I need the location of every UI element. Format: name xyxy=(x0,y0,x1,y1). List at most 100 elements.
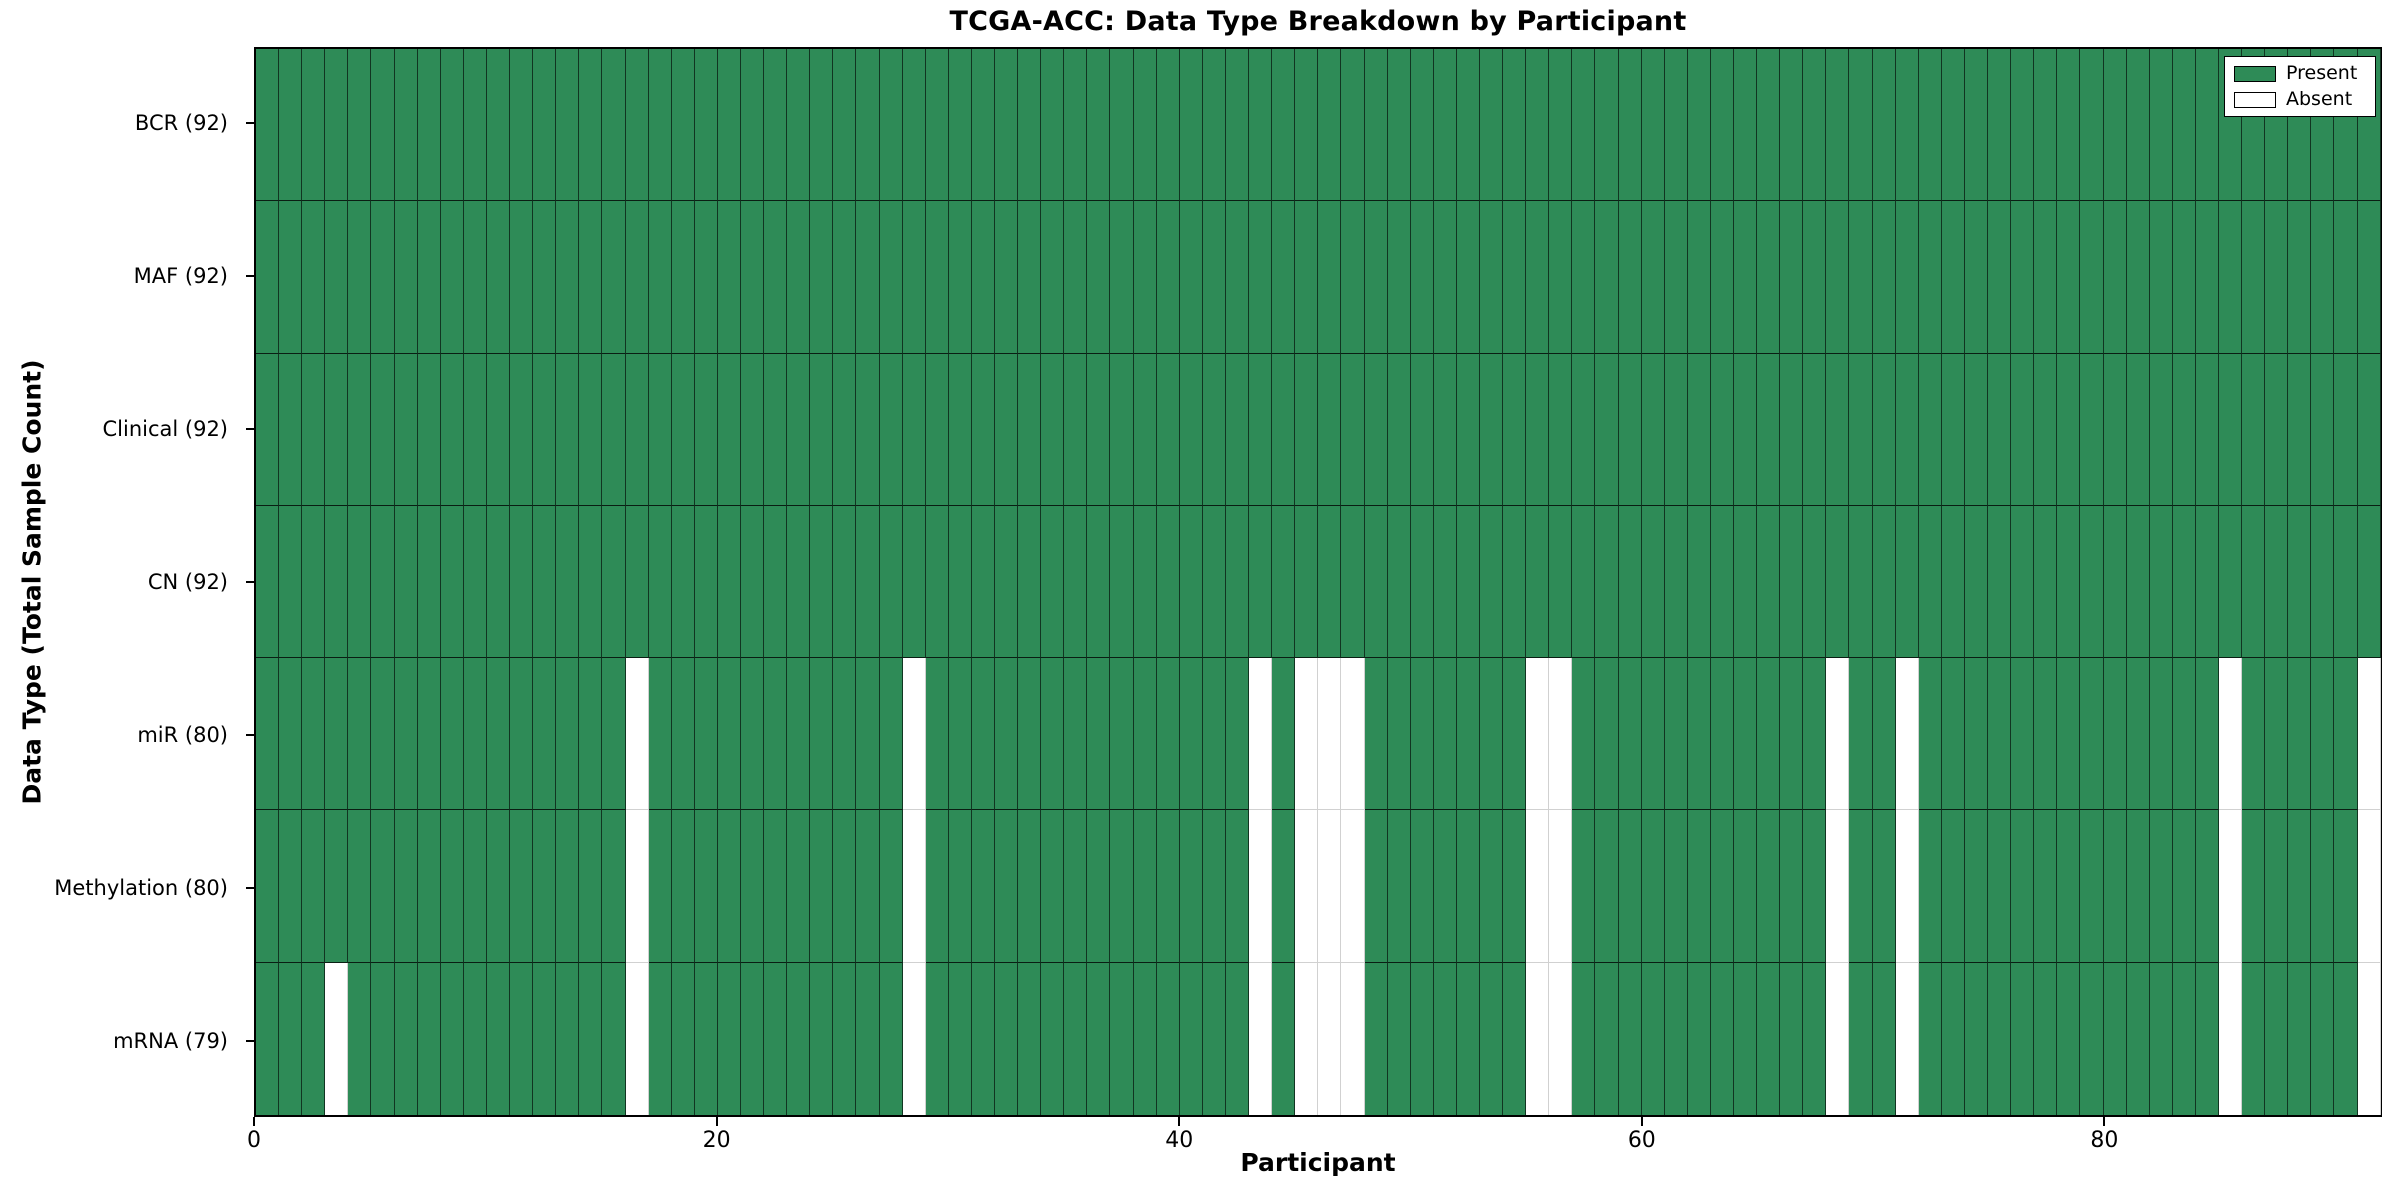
cell-mir-p86 xyxy=(2242,658,2266,811)
cell-cn-p61 xyxy=(1664,505,1688,659)
cell-clinical-p19 xyxy=(694,353,718,506)
cell-bcr-p80 xyxy=(2103,49,2127,202)
cell-mir-p56 xyxy=(1549,658,1573,811)
cell-mrna-p32 xyxy=(995,962,1019,1115)
ytick-label-methylation: Methylation (80) xyxy=(54,875,228,900)
ytick-mark-bcr xyxy=(246,122,254,125)
cell-mrna-p45 xyxy=(1295,962,1319,1115)
cell-bcr-p41 xyxy=(1202,49,1226,202)
cell-bcr-p55 xyxy=(1526,49,1550,202)
cell-maf-p1 xyxy=(279,201,303,354)
cell-bcr-p76 xyxy=(2011,49,2035,202)
cell-mir-p68 xyxy=(1826,658,1850,811)
cell-cn-p51 xyxy=(1433,505,1457,659)
cell-mir-p27 xyxy=(879,658,903,811)
cell-mrna-p55 xyxy=(1526,962,1550,1115)
cell-clinical-p76 xyxy=(2011,353,2035,506)
cell-mrna-p26 xyxy=(856,962,880,1115)
cell-mir-p73 xyxy=(1941,658,1965,811)
cell-bcr-p6 xyxy=(394,49,418,202)
cell-mrna-p85 xyxy=(2218,962,2243,1115)
cell-clinical-p90 xyxy=(2334,353,2358,506)
cell-bcr-p47 xyxy=(1341,49,1365,202)
cell-methylation-p2 xyxy=(302,810,326,963)
cell-bcr-p29 xyxy=(925,49,949,202)
cell-maf-p48 xyxy=(1364,201,1388,354)
cell-mir-p3 xyxy=(325,658,349,811)
cell-methylation-p72 xyxy=(1918,810,1942,963)
cell-cn-p72 xyxy=(1918,505,1942,659)
cell-methylation-p27 xyxy=(879,810,903,963)
cell-bcr-p46 xyxy=(1318,49,1342,202)
cell-cn-p83 xyxy=(2172,505,2196,659)
cell-methylation-p69 xyxy=(1849,810,1873,963)
cell-clinical-p33 xyxy=(1018,353,1042,506)
cell-clinical-p45 xyxy=(1295,353,1319,506)
cell-methylation-p13 xyxy=(556,810,580,963)
cell-maf-p15 xyxy=(602,201,626,354)
cell-clinical-p50 xyxy=(1410,353,1434,506)
xtick-label-0: 0 xyxy=(247,1128,261,1153)
cell-mrna-p84 xyxy=(2195,962,2219,1115)
cell-mir-p39 xyxy=(1156,658,1180,811)
cell-maf-p86 xyxy=(2242,201,2266,354)
cell-clinical-p5 xyxy=(371,353,395,506)
cell-mrna-p67 xyxy=(1803,962,1827,1115)
cell-cn-p88 xyxy=(2288,505,2312,659)
cell-cn-p77 xyxy=(2034,505,2058,659)
cell-mir-p82 xyxy=(2149,658,2173,811)
cell-mrna-p60 xyxy=(1641,962,1665,1115)
cell-cn-p27 xyxy=(879,505,903,659)
cell-bcr-p45 xyxy=(1295,49,1319,202)
cell-bcr-p66 xyxy=(1780,49,1804,202)
cell-cn-p91 xyxy=(2357,505,2381,659)
cell-maf-p62 xyxy=(1687,201,1711,354)
ytick-mark-clinical xyxy=(246,428,254,431)
cell-methylation-p75 xyxy=(1988,810,2012,963)
cell-maf-p56 xyxy=(1549,201,1573,354)
cell-methylation-p44 xyxy=(1272,810,1296,963)
cell-maf-p5 xyxy=(371,201,395,354)
cell-bcr-p77 xyxy=(2034,49,2058,202)
cell-clinical-p38 xyxy=(1133,353,1157,506)
cell-maf-p21 xyxy=(740,201,765,354)
cell-cn-p60 xyxy=(1641,505,1665,659)
cell-cn-p46 xyxy=(1318,505,1342,659)
cell-cn-p44 xyxy=(1272,505,1296,659)
cell-mir-p83 xyxy=(2172,658,2196,811)
cell-maf-p74 xyxy=(1964,201,1989,354)
cell-bcr-p54 xyxy=(1503,49,1527,202)
cell-mrna-p70 xyxy=(1872,962,1896,1115)
cell-clinical-p4 xyxy=(348,353,372,506)
cell-mir-p8 xyxy=(440,658,464,811)
cell-mrna-p38 xyxy=(1133,962,1157,1115)
cell-mir-p72 xyxy=(1918,658,1942,811)
cell-bcr-p72 xyxy=(1918,49,1942,202)
cell-maf-p7 xyxy=(417,201,441,354)
cell-methylation-p23 xyxy=(787,810,811,963)
cell-mrna-p65 xyxy=(1757,962,1781,1115)
cell-clinical-p13 xyxy=(556,353,580,506)
cell-methylation-p56 xyxy=(1549,810,1573,963)
cell-mrna-p30 xyxy=(948,962,972,1115)
cell-maf-p58 xyxy=(1595,201,1619,354)
cell-mir-p23 xyxy=(787,658,811,811)
cell-mrna-p57 xyxy=(1572,962,1596,1115)
cell-bcr-p7 xyxy=(417,49,441,202)
cell-mrna-p47 xyxy=(1341,962,1365,1115)
cell-clinical-p22 xyxy=(764,353,788,506)
cell-methylation-p8 xyxy=(440,810,464,963)
cell-mir-p28 xyxy=(902,658,926,811)
cell-bcr-p65 xyxy=(1757,49,1781,202)
cell-clinical-p51 xyxy=(1433,353,1457,506)
cell-maf-p80 xyxy=(2103,201,2127,354)
cell-mrna-p14 xyxy=(579,962,603,1115)
cell-methylation-p17 xyxy=(648,810,672,963)
cell-clinical-p91 xyxy=(2357,353,2381,506)
cell-mrna-p90 xyxy=(2334,962,2358,1115)
cell-maf-p61 xyxy=(1664,201,1688,354)
cell-maf-p19 xyxy=(694,201,718,354)
cell-mir-p76 xyxy=(2011,658,2035,811)
cell-cn-p45 xyxy=(1295,505,1319,659)
cell-methylation-p37 xyxy=(1110,810,1134,963)
